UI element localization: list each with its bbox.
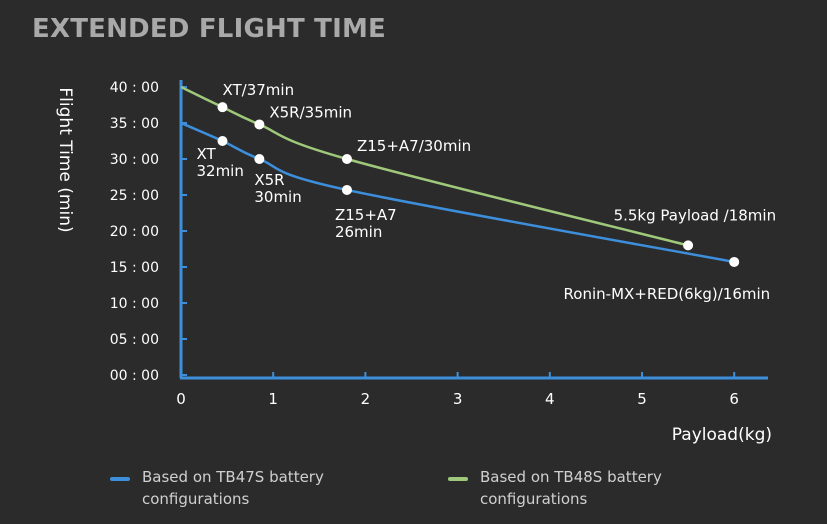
x-axis-label: Payload(kg) (672, 425, 772, 445)
data-label: X5R (254, 171, 284, 189)
x-tick-label: 4 (545, 390, 555, 408)
y-tick-label: 15 : 00 (110, 260, 159, 276)
data-label: Z15+A7 (335, 206, 397, 224)
y-tick-label: 10 : 00 (110, 296, 159, 312)
x-tick-label: 0 (176, 390, 186, 408)
data-label: Z15+A7/30min (357, 137, 471, 155)
y-tick-label: 30 : 00 (110, 152, 159, 168)
page-title: EXTENDED FLIGHT TIME (32, 14, 386, 44)
data-label: 32min (196, 162, 243, 180)
flight-time-chart: 00 : 00 05 : 00 10 : 00 15 : 00 20 : 00 25 : … (55, 80, 777, 445)
data-point (217, 102, 228, 113)
data-label: 26min (335, 223, 382, 241)
legend-item-tb47s: Based on TB47S battery configurations (110, 466, 362, 510)
data-label: X5R/35min (269, 103, 352, 121)
series-line-tb48s (180, 85, 689, 247)
legend-label-tb48s: Based on TB48S battery configurations (480, 468, 662, 508)
legend-swatch-tb47s (110, 477, 130, 481)
data-point (729, 256, 740, 267)
data-point (341, 154, 352, 164)
legend-swatch-tb48s (448, 477, 468, 481)
data-label: 30min (254, 188, 301, 206)
data-point (341, 184, 352, 195)
legend-item-tb48s: Based on TB48S battery configurations (448, 466, 700, 510)
y-axis-label: Flight Time (min) (55, 87, 75, 232)
data-point (254, 154, 265, 164)
y-tick-label: 40 : 00 (110, 80, 159, 96)
y-tick-label: 20 : 00 (110, 224, 159, 240)
data-point (683, 240, 694, 251)
legend-label-tb47s: Based on TB47S battery configurations (142, 468, 324, 508)
y-tick-label: 35 : 00 (110, 116, 159, 132)
x-tick-label: 3 (453, 390, 463, 408)
data-label: Ronin-MX+RED(6kg)/16min (564, 285, 771, 303)
y-tick-label: 05 : 00 (110, 332, 159, 348)
x-tick-label: 5 (637, 390, 647, 408)
data-point (254, 119, 265, 130)
data-label: XT (196, 145, 216, 163)
y-tick-label: 25 : 00 (110, 188, 159, 204)
data-label: XT/37min (222, 81, 294, 99)
x-tick-label: 1 (268, 390, 278, 408)
data-label: 5.5kg Payload /18min (614, 206, 777, 224)
data-point (217, 136, 228, 146)
x-tick-label: 2 (361, 390, 371, 408)
y-tick-label: 00 : 00 (110, 368, 159, 384)
x-tick-label: 6 (729, 390, 739, 408)
